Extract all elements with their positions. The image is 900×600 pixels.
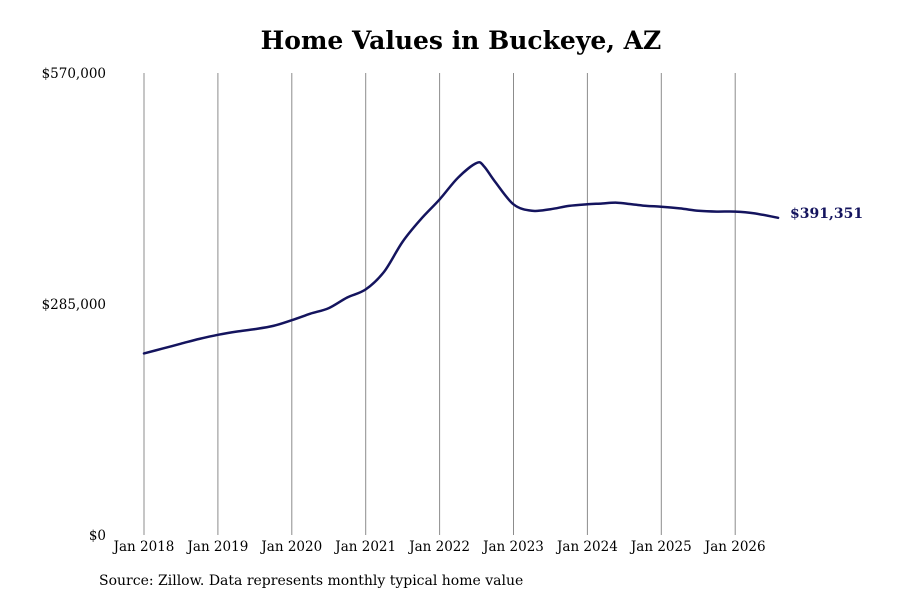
y-tick-label: $285,000 bbox=[42, 297, 106, 313]
y-tick-label: $0 bbox=[89, 528, 106, 544]
x-tick-label: Jan 2023 bbox=[481, 539, 544, 555]
x-tick-label: Jan 2025 bbox=[629, 539, 692, 555]
y-axis: $0 $285,000 $570,000 bbox=[42, 66, 106, 544]
y-tick-label: $570,000 bbox=[42, 66, 106, 82]
x-tick-label: Jan 2021 bbox=[333, 539, 396, 555]
series-layer bbox=[142, 161, 780, 355]
end-value-label: $391,351 bbox=[790, 206, 863, 222]
x-tick-label: Jan 2019 bbox=[185, 539, 248, 555]
x-tick-label: Jan 2018 bbox=[112, 539, 175, 555]
x-tick-label: Jan 2022 bbox=[407, 539, 470, 555]
x-axis: Jan 2018 Jan 2019 Jan 2020 Jan 2021 Jan 2022… bbox=[112, 539, 766, 555]
data-labels: $391,351 bbox=[790, 206, 863, 222]
x-tick-label: Jan 2024 bbox=[555, 539, 618, 555]
x-tick-label: Jan 2026 bbox=[703, 539, 766, 555]
chart-title: Home Values in Buckeye, AZ bbox=[260, 26, 662, 55]
x-tick-label: Jan 2020 bbox=[259, 539, 322, 555]
gridlines bbox=[143, 73, 736, 535]
source-note: Source: Zillow. Data represents monthly … bbox=[99, 573, 524, 589]
series-line-0 bbox=[142, 161, 780, 355]
